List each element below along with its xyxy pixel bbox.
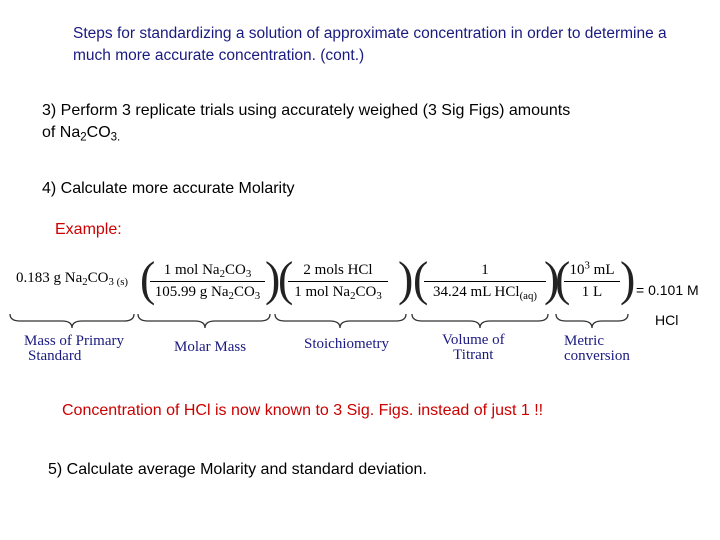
label-mass-line-2: Standard: [28, 348, 82, 364]
mass-text-mid: CO: [87, 270, 109, 286]
fraction-metric: 103 mL 1 L: [564, 259, 620, 301]
fraction-metric-numerator: 103 mL: [569, 259, 615, 278]
fraction-bar: [150, 281, 265, 282]
fraction-volume-numerator: 1: [481, 262, 489, 278]
mass-term: 0.183 g Na2CO3 (s): [16, 270, 129, 289]
paren-open-3: (: [413, 251, 429, 306]
brace-metric: [555, 313, 629, 329]
fraction-volume-denominator: 34.24 mL HCl(aq): [433, 284, 537, 303]
paren-open-1: (: [140, 251, 156, 306]
brace-stoichiometry: [274, 313, 407, 329]
step-5: 5) Calculate average Molarity and standa…: [48, 461, 427, 478]
step-3-text-mid: CO: [86, 124, 111, 141]
brace-volume: [411, 313, 549, 329]
label-mass-primary: Mass of Primary Standard: [24, 334, 124, 364]
step-3-sub-1: 2: [80, 131, 87, 144]
label-volume-line-2: Titrant: [453, 347, 494, 363]
fraction-bar: [424, 281, 546, 282]
fraction-metric-denominator: 1 L: [581, 284, 603, 300]
fraction-volume: 1 34.24 mL HCl(aq): [424, 262, 546, 303]
paren-close-2: ): [398, 251, 414, 306]
paren-close-3: ): [544, 251, 560, 306]
fraction-bar: [288, 281, 388, 282]
step-3-sub-2: 3.: [110, 131, 121, 144]
mass-text: 0.183 g Na: [16, 270, 83, 286]
fraction-molar-mass-numerator: 1 mol Na2CO3: [163, 262, 252, 281]
step-3-line-1: 3) Perform 3 replicate trials using accu…: [42, 102, 571, 119]
fraction-molar-mass-denominator: 105.99 g Na2CO3: [154, 284, 261, 303]
mass-sub-1: 2: [82, 276, 88, 289]
label-metric-conversion: Metric conversion: [564, 334, 630, 364]
label-volume-line-1: Volume of: [442, 332, 505, 348]
fraction-stoichiometry-numerator: 2 mols HCl: [303, 262, 373, 278]
fraction-bar: [564, 281, 620, 282]
fraction-stoichiometry-denominator: 1 mol Na2CO3: [294, 284, 382, 303]
example-label: Example:: [55, 221, 122, 238]
brace-mass: [9, 313, 135, 329]
slide-title: Steps for standardizing a solution of ap…: [73, 25, 667, 64]
paren-close-1: ): [265, 251, 281, 306]
brace-molar-mass: [137, 313, 271, 329]
step-4: 4) Calculate more accurate Molarity: [42, 180, 295, 197]
paren-close-4: ): [620, 251, 636, 306]
label-volume-titrant: Volume of Titrant: [442, 333, 505, 363]
fraction-molar-mass: 1 mol Na2CO3 105.99 g Na2CO3: [150, 262, 265, 303]
step-3-text: of Na: [42, 124, 81, 141]
conclusion: Concentration of HCl is now known to 3 S…: [62, 402, 544, 419]
result-value: = 0.101 M: [636, 282, 699, 298]
mass-sub-2: 3 (s): [108, 276, 129, 289]
paren-open-4: (: [555, 251, 571, 306]
fraction-stoichiometry: 2 mols HCl 1 mol Na2CO3: [288, 262, 388, 303]
paren-open-2: (: [278, 251, 294, 306]
label-molar-mass: Molar Mass: [174, 339, 247, 355]
result-unit: HCl: [655, 312, 679, 328]
label-metric-line-1: Metric: [564, 333, 604, 349]
label-stoichiometry: Stoichiometry: [304, 336, 389, 352]
label-metric-line-2: conversion: [564, 348, 630, 364]
step-3-line-2: of Na2CO3.: [42, 122, 120, 144]
label-mass-line-1: Mass of Primary: [24, 333, 124, 349]
